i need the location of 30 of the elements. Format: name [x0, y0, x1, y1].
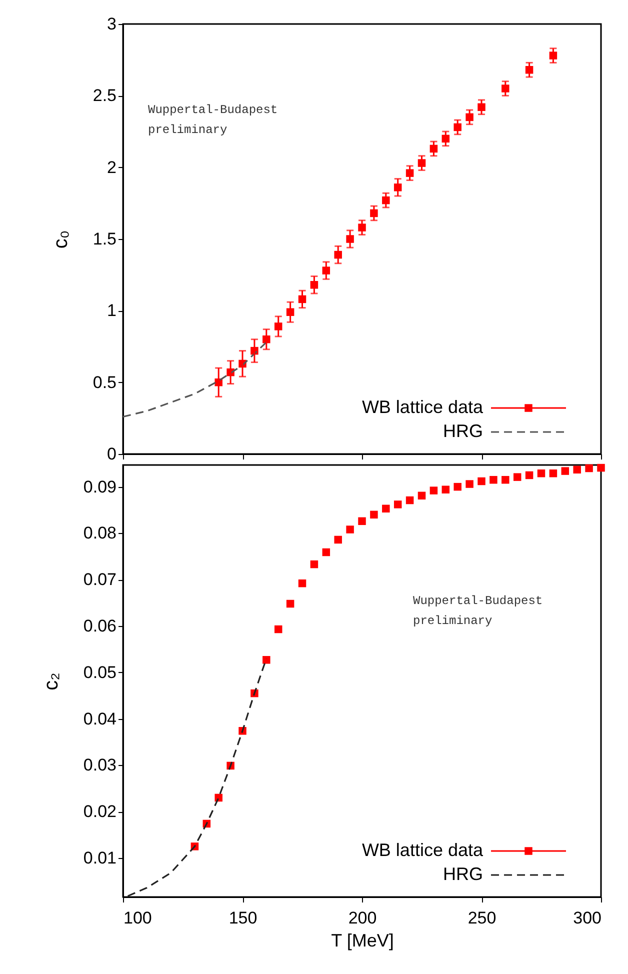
x-axis-title: T [MeV] [331, 930, 394, 950]
y-tick-label: 2.5 [92, 86, 116, 106]
legend-label: HRG [443, 864, 483, 884]
y-tick-label: 0.09 [83, 477, 116, 496]
y-tick-label: 0.08 [83, 524, 116, 543]
y-tick-label: 0.03 [83, 756, 116, 775]
y-tick-label: 1.5 [92, 230, 116, 248]
y-tick-label: 0.05 [83, 662, 116, 682]
y-tick-label: 3 [107, 14, 116, 34]
y-tick-label: 0.07 [83, 570, 116, 590]
legend-label: HRG [443, 421, 483, 441]
y-tick-label: 0.5 [92, 372, 116, 392]
x-tick-label: 200 [348, 908, 377, 928]
x-tick-label: 250 [468, 908, 496, 928]
y-tick-label: 0.04 [83, 709, 116, 728]
x-tick-label: 300 [573, 908, 602, 928]
x-tick-label: 150 [228, 908, 258, 928]
y-tick-label: 2 [107, 158, 116, 177]
y-axis-title: c₂ [40, 672, 62, 690]
annotation: Wuppertal-Budapest preliminary [413, 594, 543, 628]
y-axis-title: c₀ [50, 230, 72, 249]
x-tick-label: 100 [124, 908, 152, 928]
annotation: Wuppertal-Budapest preliminary [148, 103, 278, 137]
y-tick-label: 1 [107, 301, 116, 320]
legend-label: WB lattice data [362, 840, 484, 860]
y-tick-label: 0 [107, 444, 116, 464]
y-tick-label: 0.02 [83, 802, 116, 822]
legend-label: WB lattice data [362, 397, 484, 417]
y-tick-label: 0.01 [83, 848, 116, 868]
y-tick-label: 0.06 [83, 616, 116, 636]
